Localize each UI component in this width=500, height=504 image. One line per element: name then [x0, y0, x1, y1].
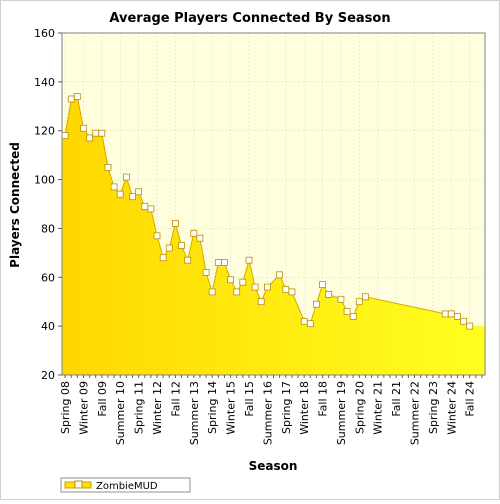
x-tick-label: Fall 09: [96, 381, 109, 417]
data-point: [98, 129, 106, 137]
x-tick-label: Summer 19: [335, 381, 348, 445]
data-point: [67, 95, 75, 103]
data-point: [214, 259, 222, 267]
data-point: [135, 188, 143, 196]
data-point: [319, 281, 326, 289]
x-tick-label: Summer 13: [188, 381, 201, 445]
x-tick-label: Summer 22: [409, 381, 422, 445]
data-point: [257, 298, 265, 306]
data-point: [129, 193, 136, 201]
data-point: [447, 310, 455, 318]
y-tick-label: 100: [34, 174, 55, 187]
series-area-zombiemud: [62, 96, 485, 375]
x-tick-label: Winter 24: [445, 381, 458, 435]
data-point: [233, 288, 241, 296]
y-tick-label: 80: [41, 222, 55, 235]
data-point: [202, 268, 210, 276]
y-tick-label: 160: [34, 27, 55, 40]
y-tick-label: 60: [41, 271, 55, 284]
data-point: [239, 278, 247, 286]
data-point: [159, 254, 167, 262]
y-tick-label: 40: [41, 320, 55, 333]
y-axis-label: Players Connected: [8, 142, 22, 268]
data-point: [453, 312, 461, 320]
data-point: [153, 232, 161, 240]
data-point: [251, 283, 259, 291]
data-point: [73, 93, 81, 100]
data-point: [171, 220, 179, 227]
data-point: [282, 286, 290, 293]
data-point: [337, 295, 345, 303]
data-point: [263, 283, 271, 291]
data-point: [227, 276, 235, 284]
data-point: [61, 132, 69, 140]
data-point: [116, 190, 124, 198]
data-point: [460, 317, 467, 325]
data-point: [92, 129, 100, 137]
data-point: [312, 300, 320, 308]
x-tick-label: Winter 18: [298, 381, 311, 435]
data-point: [221, 259, 228, 267]
data-point: [355, 298, 363, 306]
data-point: [362, 293, 369, 301]
legend: ZombieMUD: [60, 477, 191, 493]
x-tick-label: Summer 16: [261, 381, 274, 445]
x-tick-label: Winter 09: [78, 381, 91, 435]
data-point: [349, 312, 357, 320]
y-axis: 20 40 60 80 100 120 140 160: [34, 27, 62, 382]
data-point: [343, 308, 351, 315]
x-axis-label: Season: [249, 459, 298, 473]
data-point: [276, 271, 284, 279]
data-point: [104, 163, 112, 171]
data-point: [300, 317, 308, 325]
data-point: [147, 205, 155, 213]
data-point: [245, 256, 253, 264]
x-tick-label: Winter 21: [372, 381, 385, 435]
data-point: [325, 290, 333, 298]
legend-box: [60, 477, 191, 493]
chart-title: Average Players Connected By Season: [109, 11, 390, 26]
x-tick-label: Spring 14: [206, 381, 219, 434]
data-point: [86, 134, 93, 142]
data-point: [288, 288, 296, 296]
x-tick-label: Spring 11: [133, 381, 146, 434]
data-point: [141, 202, 149, 210]
data-point: [110, 183, 118, 191]
x-tick-label: Fall 18: [317, 381, 330, 417]
data-point: [208, 288, 216, 296]
data-point: [190, 229, 198, 237]
data-point: [178, 242, 185, 249]
x-axis: Spring 08 Winter 09 Fall 09 Summer 10 Spring…: [59, 375, 483, 445]
data-point: [165, 244, 173, 252]
x-tick-label: Spring 17: [280, 381, 293, 434]
data-point: [196, 234, 204, 242]
x-tick-label: Fall 21: [390, 381, 403, 417]
legend-label-zombiemud: ZombieMUD: [96, 481, 158, 492]
x-tick-label: Winter 15: [225, 381, 238, 435]
data-point: [184, 256, 192, 264]
series-markers: [61, 93, 474, 330]
data-point: [466, 322, 474, 330]
x-tick-label: Winter 12: [151, 381, 164, 435]
x-tick-label: Fall 24: [464, 381, 477, 417]
x-tick-label: Spring 08: [59, 381, 72, 434]
y-tick-label: 140: [34, 76, 55, 89]
y-tick-label: 120: [34, 125, 55, 138]
x-tick-label: Fall 12: [169, 381, 182, 417]
data-point: [306, 320, 314, 328]
x-tick-label: Summer 10: [114, 381, 127, 445]
x-tick-label: Fall 15: [243, 381, 256, 417]
x-tick-label: Spring 23: [427, 381, 440, 434]
x-tick-label: Spring 20: [353, 381, 366, 434]
data-point: [123, 173, 130, 181]
legend-marker: [74, 480, 83, 489]
data-point: [441, 310, 449, 318]
y-tick-label: 20: [41, 369, 55, 382]
data-point: [80, 124, 87, 132]
